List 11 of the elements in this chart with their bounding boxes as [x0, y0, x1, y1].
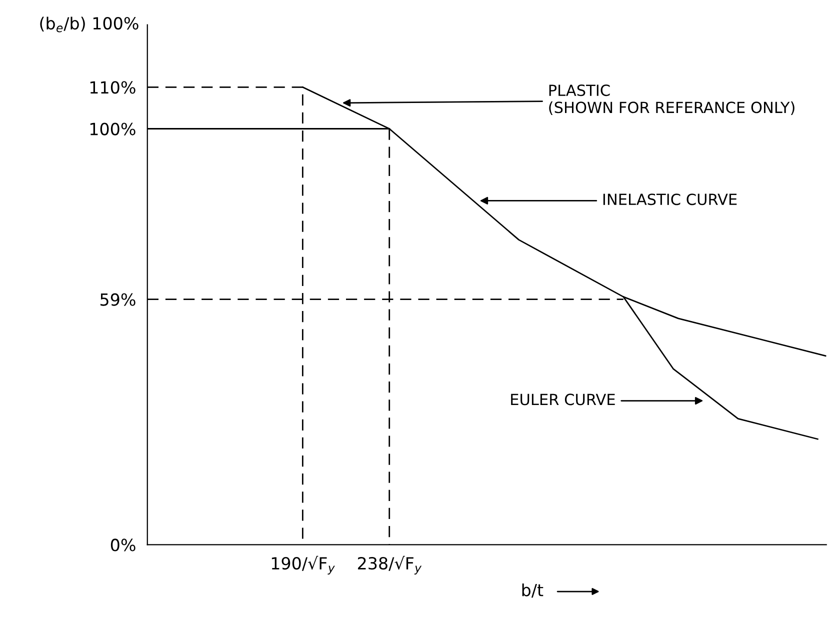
y-tick-label: 110% [90, 81, 136, 94]
annotation: EULER CURVE [511, 394, 615, 406]
y-tick-label: 100% [90, 122, 136, 136]
y-axis-title: (b$_{e}$/b) 100% [40, 16, 138, 32]
annotation: INELASTIC CURVE [603, 194, 737, 206]
x-axis-title: b/t [522, 583, 544, 598]
y-tick-label: 0% [110, 538, 136, 552]
y-tick-label: 59% [100, 293, 136, 306]
annotation: PLASTIC (SHOWN FOR REFERANCE ONLY) [549, 84, 794, 115]
x-tick-label: 190/√F$_{y}$ [272, 556, 335, 575]
x-tick-label: 238/√F$_{y}$ [358, 556, 422, 575]
